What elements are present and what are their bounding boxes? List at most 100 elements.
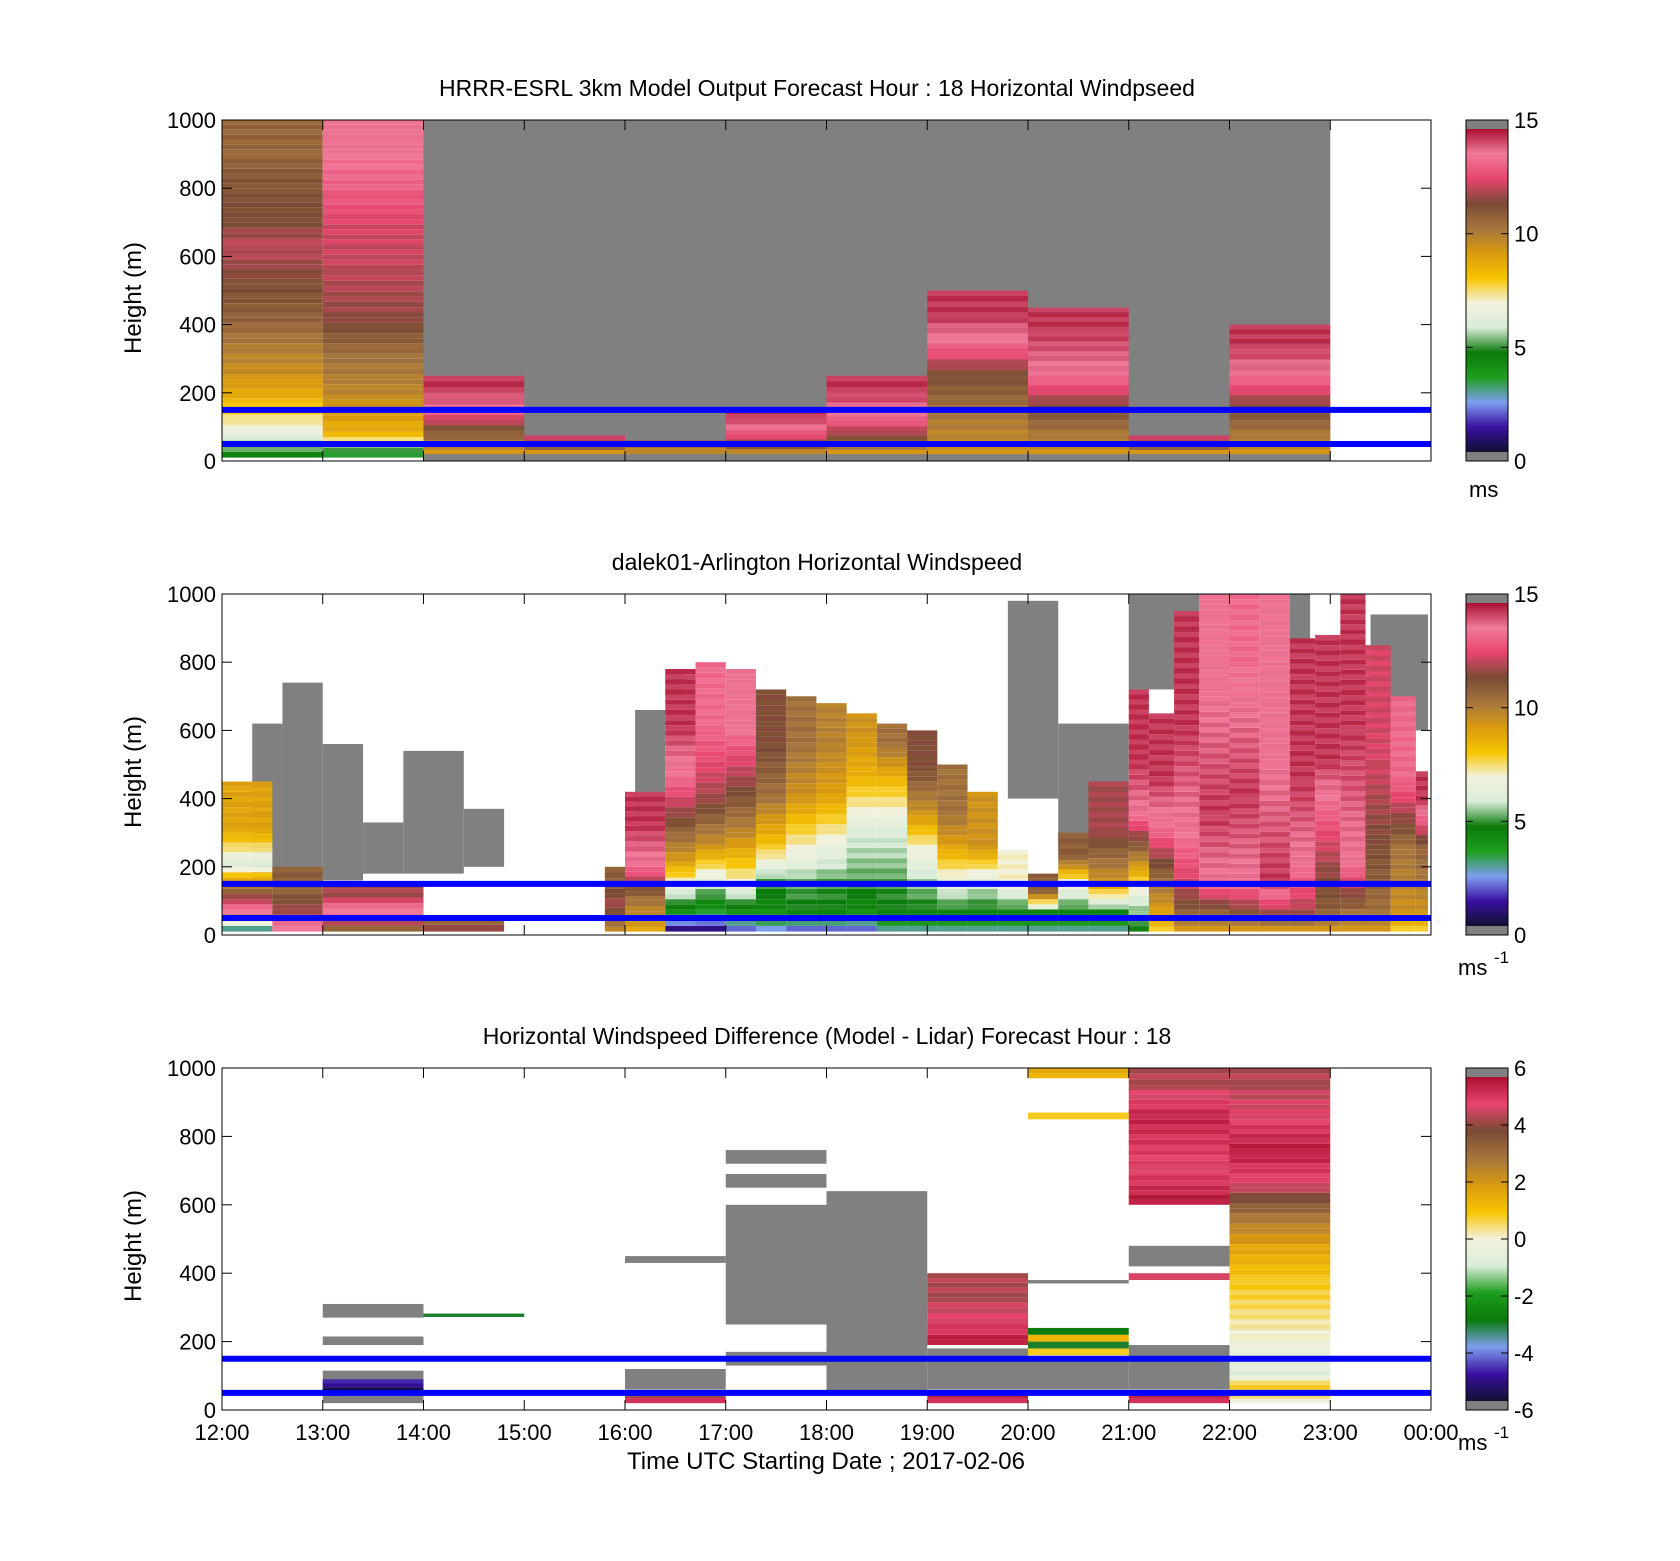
- data-cell: [927, 1297, 1028, 1303]
- data-cell: [907, 925, 938, 932]
- data-cell: [725, 699, 756, 705]
- y-tick-label: 800: [179, 1124, 216, 1149]
- data-cell: [1174, 662, 1200, 669]
- data-cell: [1259, 625, 1290, 631]
- data-cell: [1128, 815, 1149, 821]
- data-cell: [1259, 785, 1290, 791]
- data-cell: [1365, 743, 1391, 749]
- data-cell: [1174, 714, 1200, 721]
- data-cell: [1199, 815, 1230, 821]
- data-cell: [1229, 1089, 1331, 1095]
- data-cell: [1028, 449, 1129, 455]
- data-cell: [1390, 741, 1416, 747]
- data-cell: [1365, 650, 1391, 656]
- data-cell: [927, 1308, 1028, 1314]
- data-cell: [1174, 709, 1200, 715]
- data-cell: [927, 348, 1028, 354]
- y-tick-label: 800: [179, 176, 216, 201]
- data-cell: [1365, 748, 1391, 755]
- data-cell: [1028, 395, 1129, 401]
- data-cell: [1128, 1190, 1230, 1196]
- data-cell: [1199, 784, 1230, 790]
- data-cell: [1259, 692, 1290, 698]
- data-cell: [755, 705, 787, 711]
- data-cell: [1259, 811, 1290, 817]
- data-cell: [222, 129, 323, 135]
- data-cell: [1289, 669, 1316, 675]
- data-cell: [695, 761, 726, 768]
- data-cell: [1365, 869, 1391, 875]
- data-cell: [1340, 872, 1366, 878]
- data-cell: [322, 184, 424, 190]
- data-cell: [222, 343, 323, 349]
- data-cell: [322, 129, 424, 135]
- data-cell: [1415, 825, 1428, 831]
- data-cell: [1390, 766, 1416, 772]
- data-cell: [755, 834, 787, 840]
- data-cell: [1365, 707, 1391, 713]
- data-cell: [1028, 909, 1059, 915]
- data-cell: [1390, 813, 1416, 819]
- data-cell: [322, 410, 424, 416]
- data-cell: [755, 859, 787, 865]
- data-cell: [1148, 848, 1175, 854]
- data-cell: [1229, 1187, 1331, 1193]
- data-cell: [725, 434, 827, 440]
- data-cell: [725, 873, 756, 879]
- data-cell: [322, 214, 424, 220]
- data-cell: [816, 899, 847, 905]
- data-cell: [1340, 775, 1366, 781]
- data-cell: [1289, 898, 1316, 904]
- data-cell: [222, 446, 323, 452]
- nodata-region: [725, 1204, 827, 1325]
- data-cell: [1415, 830, 1428, 835]
- data-cell: [695, 735, 726, 741]
- data-cell: [1028, 1334, 1129, 1342]
- data-cell: [1174, 842, 1200, 849]
- data-cell: [725, 730, 756, 736]
- data-cell: [1315, 925, 1341, 932]
- data-cell: [1028, 346, 1129, 352]
- data-cell: [1340, 609, 1366, 615]
- data-cell: [1174, 699, 1200, 705]
- data-cell: [1229, 1177, 1331, 1183]
- data-cell: [1088, 822, 1129, 828]
- data-cell: [876, 781, 908, 787]
- colorbar-gradient: [1466, 129, 1508, 452]
- data-cell: [1315, 697, 1341, 703]
- data-cell: [1259, 697, 1290, 703]
- data-cell: [1229, 1394, 1331, 1399]
- data-cell: [1174, 683, 1200, 689]
- x-tick-label: 14:00: [396, 1420, 451, 1445]
- data-cell: [1259, 733, 1290, 739]
- data-cell: [222, 899, 273, 905]
- data-cell: [1028, 400, 1129, 405]
- data-cell: [1289, 725, 1316, 731]
- data-cell: [816, 839, 847, 845]
- data-cell: [937, 769, 968, 775]
- data-cell: [1148, 868, 1175, 874]
- data-cell: [1028, 904, 1059, 910]
- data-cell: [1199, 594, 1230, 600]
- data-cell: [1128, 1094, 1230, 1100]
- data-cell: [907, 909, 938, 915]
- data-cell: [1028, 1327, 1129, 1335]
- data-cell: [1229, 1068, 1331, 1074]
- data-cell: [786, 894, 817, 900]
- data-cell: [1315, 805, 1341, 811]
- panel-title: dalek01-Arlington Horizontal Windspeed: [612, 549, 1022, 575]
- data-cell: [1229, 625, 1260, 631]
- data-cell: [1174, 894, 1200, 900]
- data-cell: [1028, 925, 1059, 932]
- data-cell: [967, 925, 998, 932]
- data-cell: [927, 1277, 1028, 1283]
- data-cell: [222, 802, 273, 808]
- y-tick-label: 400: [179, 787, 216, 812]
- data-cell: [222, 353, 323, 359]
- data-cell: [1365, 899, 1391, 905]
- data-cell: [927, 338, 1028, 344]
- data-cell: [1340, 836, 1366, 842]
- data-cell: [625, 447, 726, 455]
